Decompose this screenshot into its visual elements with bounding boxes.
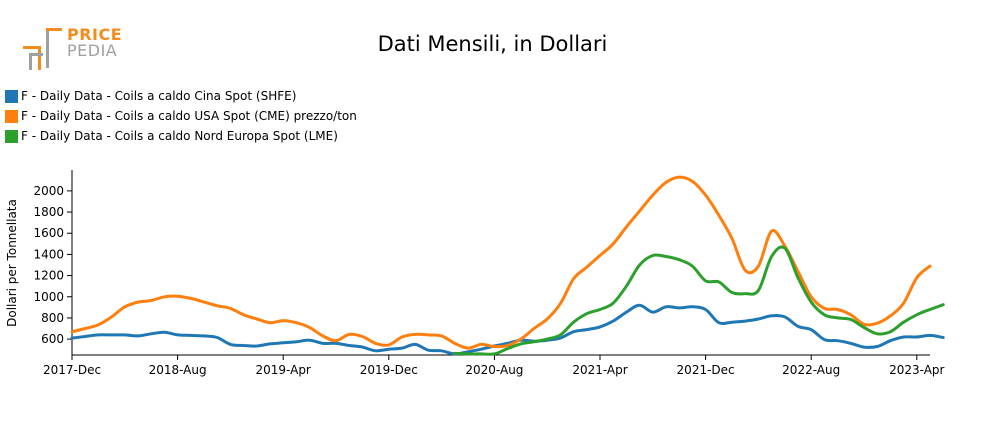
pricepedia-logo-mark	[23, 28, 62, 70]
logo-word-pedia: PEDIA	[67, 41, 118, 60]
x-tick-label: 2023-Apr	[889, 363, 944, 377]
y-tick-label: 800	[41, 311, 64, 325]
x-tick-label: 2022-Aug	[782, 363, 840, 377]
x-tick-label: 2018-Aug	[149, 363, 207, 377]
legend-label-china: F - Daily Data - Coils a caldo Cina Spot…	[21, 89, 297, 103]
y-tick-label: 1400	[33, 247, 64, 261]
y-tick-label: 2000	[33, 184, 64, 198]
y-tick-label: 1600	[33, 226, 64, 240]
chart-title: Dati Mensili, in Dollari	[377, 32, 608, 56]
series-line-north-europe[interactable]	[453, 245, 945, 356]
x-tick-label: 2019-Apr	[256, 363, 311, 377]
y-tick-label: 600	[41, 332, 64, 346]
series-line-china[interactable]	[70, 303, 945, 356]
x-tick-label: 2017-Dec	[43, 363, 101, 377]
legend-swatch-china	[5, 89, 18, 103]
x-tick-label: 2021-Apr	[572, 363, 627, 377]
x-tick-label: 2019-Dec	[360, 363, 418, 377]
legend-item-usa[interactable]: F - Daily Data - Coils a caldo USA Spot …	[5, 106, 357, 126]
x-tick-label: 2021-Dec	[677, 363, 735, 377]
legend-item-china[interactable]: F - Daily Data - Coils a caldo Cina Spot…	[5, 86, 357, 106]
legend-swatch-usa	[5, 109, 18, 123]
y-axis-label: Dollari per Tonnellata	[5, 199, 19, 327]
pricepedia-logo: PRICE PEDIA	[20, 24, 130, 72]
legend-label-north-europe: F - Daily Data - Coils a caldo Nord Euro…	[21, 129, 338, 143]
x-tick-label: 2020-Aug	[465, 363, 523, 377]
y-tick-label: 1800	[33, 205, 64, 219]
series-line-usa[interactable]	[70, 175, 932, 350]
y-tick-label: 1200	[33, 269, 64, 283]
legend-swatch-north-europe	[5, 129, 18, 143]
chart-legend: F - Daily Data - Coils a caldo Cina Spot…	[5, 86, 357, 146]
legend-label-usa: F - Daily Data - Coils a caldo USA Spot …	[21, 109, 357, 123]
logo-word-price: PRICE	[67, 25, 123, 44]
legend-item-north-europe[interactable]: F - Daily Data - Coils a caldo Nord Euro…	[5, 126, 357, 146]
y-tick-label: 1000	[33, 290, 64, 304]
